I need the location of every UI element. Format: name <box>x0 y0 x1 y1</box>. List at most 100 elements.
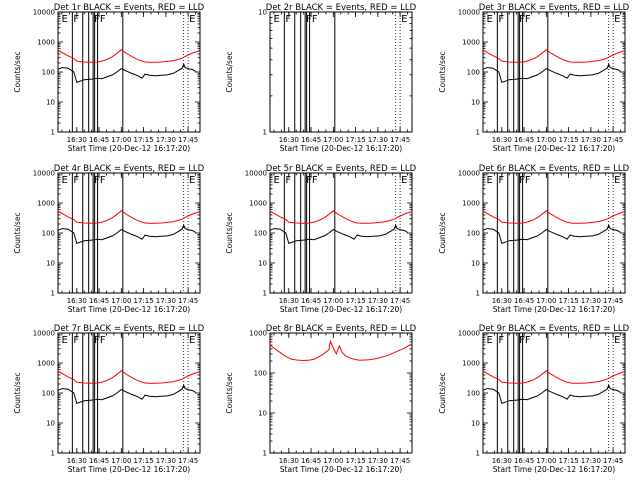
y-axis-label: Counts/sec <box>225 372 234 413</box>
y-axis-label: Counts/sec <box>225 51 234 92</box>
y-tick-label: 10 <box>258 9 267 17</box>
panel-title: Det 3r BLACK = Events, RED = LLD <box>479 3 630 13</box>
series-line-events <box>57 384 196 405</box>
flag-label: E <box>61 335 67 346</box>
y-tick-label: 10000 <box>33 9 55 17</box>
panel-title: Det 6r BLACK = Events, RED = LLD <box>479 164 630 174</box>
y-tick-label: 1000 <box>249 200 267 208</box>
x-tick-label: 17:15 <box>559 457 579 465</box>
flag-label: E <box>401 175 407 186</box>
flag-label: F <box>498 335 504 346</box>
flag-label: F <box>285 14 291 25</box>
detector-panel: Det 2r BLACK = Events, RED = LLD 1 10 16:30… <box>225 3 417 153</box>
detector-panel: Det 5r BLACK = Events, RED = LLD 1 10 100 10… <box>225 164 417 314</box>
series-line-lld <box>57 210 199 224</box>
series-line-events <box>269 224 408 245</box>
x-tick-label: 17:30 <box>368 297 388 305</box>
panel-title: Det 4r BLACK = Events, RED = LLD <box>54 164 205 174</box>
y-tick-label: 1000 <box>462 200 480 208</box>
flag-label: FF <box>519 335 531 346</box>
x-tick-label: 17:45 <box>178 297 198 305</box>
x-tick-label: 17:30 <box>368 136 388 144</box>
y-axis-label: Counts/sec <box>13 372 22 413</box>
flag-label: FF <box>306 14 318 25</box>
x-tick-label: 16:30 <box>67 457 87 465</box>
x-tick-label: 17:15 <box>134 297 154 305</box>
y-tick-label: 10 <box>46 260 55 268</box>
x-tick-label: 17:00 <box>111 136 131 144</box>
x-tick-label: 17:45 <box>178 136 198 144</box>
panel-title: Det 1r BLACK = Events, RED = LLD <box>54 3 205 13</box>
x-tick-label: 17:15 <box>346 457 366 465</box>
series-line-lld <box>269 210 411 224</box>
y-tick-label: 1 <box>51 290 55 298</box>
x-axis-label: Start Time (20-Dec-12 16:17:20) <box>493 465 615 474</box>
y-tick-label: 1 <box>476 129 480 137</box>
panel-title: Det 8r BLACK = Events, RED = LLD <box>266 324 417 334</box>
y-tick-label: 1 <box>476 450 480 458</box>
flag-label: FF <box>94 175 106 186</box>
flag-label: FF <box>306 175 318 186</box>
y-axis-label: Counts/sec <box>13 212 22 253</box>
x-tick-label: 16:45 <box>89 136 109 144</box>
panel-title: Det 2r BLACK = Events, RED = LLD <box>266 3 417 13</box>
x-tick-label: 16:30 <box>492 297 512 305</box>
panel-title: Det 5r BLACK = Events, RED = LLD <box>266 164 417 174</box>
detector-panel: Det 1r BLACK = Events, RED = LLD 1 10 100 10… <box>13 3 205 153</box>
flag-label: FF <box>519 14 531 25</box>
x-tick-label: 17:45 <box>390 297 410 305</box>
x-axis-label: Start Time (20-Dec-12 16:17:20) <box>280 465 402 474</box>
series-line-events <box>57 224 196 245</box>
detector-panel: Det 3r BLACK = Events, RED = LLD 1 10 100 10… <box>438 3 630 153</box>
series-line-events <box>482 224 621 245</box>
series-line-lld <box>482 49 624 63</box>
y-tick-label: 1000 <box>37 39 55 47</box>
x-tick-label: 17:45 <box>603 297 623 305</box>
y-tick-label: 1 <box>51 450 55 458</box>
x-tick-label: 16:30 <box>492 136 512 144</box>
x-tick-label: 17:00 <box>323 136 343 144</box>
x-tick-label: 17:30 <box>156 297 176 305</box>
y-tick-label: 10000 <box>458 9 480 17</box>
y-tick-label: 1 <box>263 450 267 458</box>
detector-panel: Det 7r BLACK = Events, RED = LLD 1 10 100 10… <box>13 324 205 474</box>
y-tick-label: 10000 <box>458 330 480 338</box>
flag-label: E <box>189 175 195 186</box>
y-tick-label: 10000 <box>33 170 55 178</box>
x-tick-label: 16:30 <box>279 297 299 305</box>
x-tick-label: 17:15 <box>346 136 366 144</box>
x-tick-label: 17:00 <box>323 297 343 305</box>
x-tick-label: 17:30 <box>156 136 176 144</box>
flag-label: E <box>486 14 492 25</box>
series-line-events <box>482 63 621 84</box>
x-tick-label: 17:15 <box>559 297 579 305</box>
x-tick-label: 16:45 <box>514 297 534 305</box>
flag-label: F <box>73 335 79 346</box>
flag-label: F <box>73 175 79 186</box>
flag-label: F <box>498 14 504 25</box>
x-tick-label: 17:00 <box>323 457 343 465</box>
y-tick-label: 10 <box>471 260 480 268</box>
y-axis-label: Counts/sec <box>438 212 447 253</box>
flag-label: E <box>614 14 620 25</box>
x-tick-label: 16:30 <box>492 457 512 465</box>
plot-frame <box>269 11 413 133</box>
y-tick-label: 1000 <box>37 200 55 208</box>
y-tick-label: 100 <box>42 390 55 398</box>
x-tick-label: 17:00 <box>111 457 131 465</box>
detector-panel: Det 8r BLACK = Events, RED = LLD 1 10 100 10… <box>225 324 417 474</box>
y-tick-label: 10 <box>46 420 55 428</box>
x-axis-label: Start Time (20-Dec-12 16:17:20) <box>280 144 402 153</box>
y-tick-label: 1000 <box>462 360 480 368</box>
y-axis-label: Counts/sec <box>225 212 234 253</box>
x-tick-label: 17:30 <box>368 457 388 465</box>
y-tick-label: 100 <box>254 230 267 238</box>
y-tick-label: 100 <box>467 230 480 238</box>
x-tick-label: 17:15 <box>346 297 366 305</box>
x-axis-label: Start Time (20-Dec-12 16:17:20) <box>68 144 190 153</box>
y-tick-label: 100 <box>254 370 267 378</box>
y-tick-label: 1 <box>476 290 480 298</box>
y-tick-label: 1000 <box>37 360 55 368</box>
flag-label: FF <box>94 335 106 346</box>
x-tick-label: 16:45 <box>89 297 109 305</box>
